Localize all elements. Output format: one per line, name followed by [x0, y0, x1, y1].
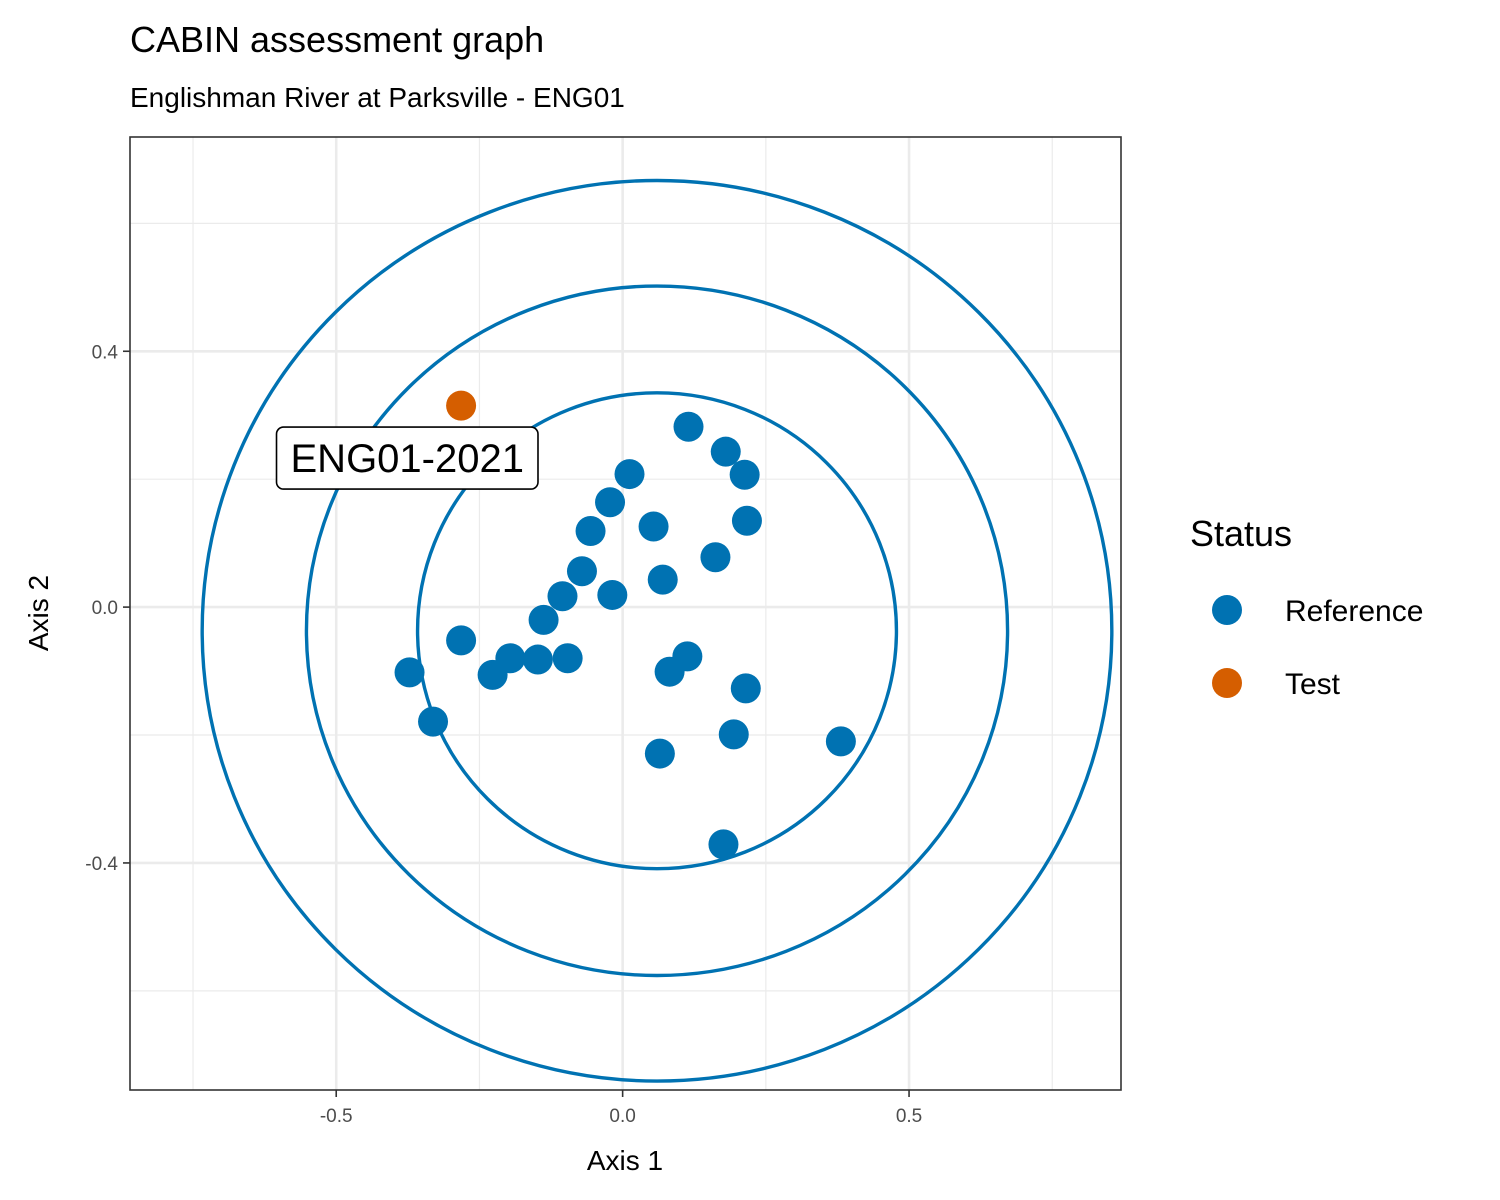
annotation-box	[275, 426, 539, 490]
reference-point	[552, 643, 583, 674]
points	[394, 390, 856, 860]
reference-point	[614, 459, 645, 490]
reference-point	[730, 673, 761, 704]
chart-subtitle: Englishman River at Parksville - ENG01	[130, 82, 625, 113]
y-tick-label: -0.4	[85, 854, 118, 875]
y-axis-title: Axis 2	[23, 575, 54, 651]
reference-point	[673, 411, 704, 442]
reference-point	[418, 706, 449, 737]
legend-key-test	[1212, 668, 1242, 698]
confidence-ellipse	[200, 178, 1114, 1083]
legend-label-reference: Reference	[1285, 595, 1423, 628]
x-tick-label: 0.5	[896, 1106, 922, 1127]
x-tick-label: -0.5	[320, 1106, 353, 1127]
test-point	[446, 390, 477, 421]
y-tick-label: 0.4	[92, 342, 119, 363]
y-tick-label: 0.0	[92, 598, 118, 619]
legend: Status Reference Test	[1190, 513, 1423, 701]
reference-point	[528, 604, 559, 635]
confidence-ellipse	[415, 391, 899, 871]
reference-point	[595, 487, 626, 518]
reference-point	[825, 726, 856, 757]
reference-point	[547, 581, 578, 612]
reference-point	[729, 459, 760, 490]
chart-title: CABIN assessment graph	[130, 19, 544, 60]
reference-point	[654, 656, 685, 687]
axis-ticks: -0.5 0.0 0.5 -0.4 0.0 0.4	[85, 342, 922, 1127]
legend-label-test: Test	[1285, 668, 1341, 701]
reference-point	[446, 625, 477, 656]
plot-panel	[130, 137, 1121, 1090]
reference-point	[597, 579, 628, 610]
reference-point	[575, 515, 606, 546]
x-tick-label: 0.0	[609, 1106, 635, 1127]
reference-point	[394, 657, 425, 688]
reference-point	[638, 511, 669, 542]
reference-point	[477, 659, 508, 690]
reference-point	[647, 564, 678, 595]
reference-point	[644, 738, 675, 769]
annotations: ENG01-2021	[275, 426, 539, 490]
legend-key-reference	[1212, 595, 1242, 625]
annotation-label: ENG01-2021	[275, 426, 539, 490]
grid	[130, 137, 1121, 1090]
confidence-ellipse	[304, 284, 1010, 978]
annotation-text: ENG01-2021	[291, 437, 524, 481]
confidence-ellipses	[200, 178, 1114, 1083]
reference-point	[731, 505, 762, 536]
reference-point	[708, 829, 739, 860]
plot-border	[129, 136, 1122, 1091]
reference-point	[710, 436, 741, 467]
reference-point	[566, 556, 597, 587]
legend-title: Status	[1190, 513, 1292, 554]
reference-point	[718, 719, 749, 750]
x-axis-title: Axis 1	[587, 1145, 663, 1176]
reference-point	[522, 644, 553, 675]
reference-point	[700, 542, 731, 573]
